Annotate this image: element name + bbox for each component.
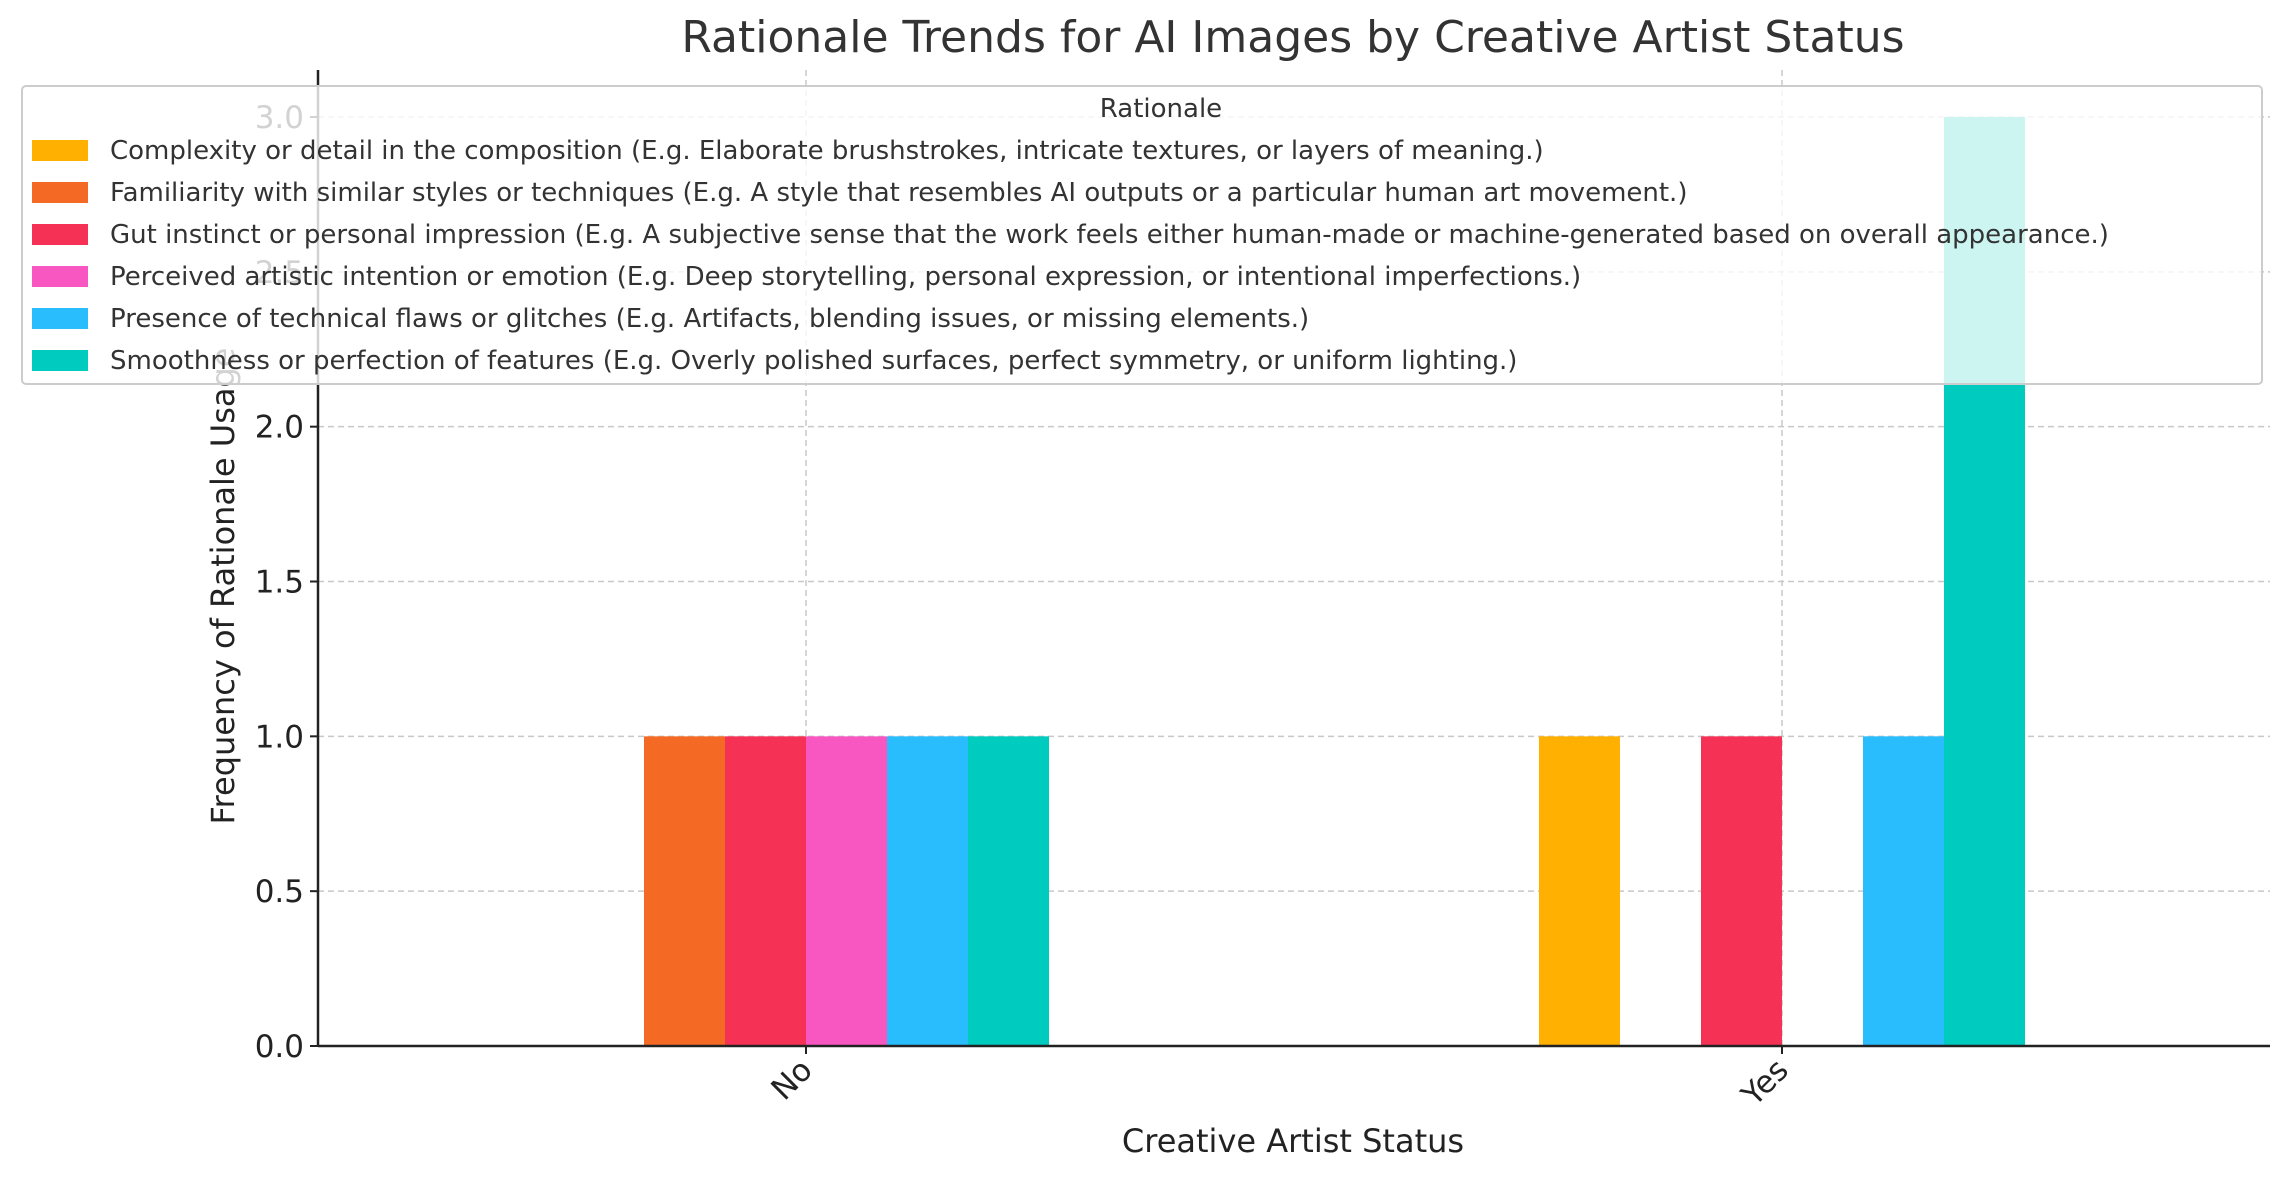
x-axis-title: Creative Artist Status [1122, 1122, 1464, 1160]
legend-label-4: Presence of technical flaws or glitches … [110, 304, 1309, 334]
legend-label-1: Familiarity with similar styles or techn… [110, 178, 1687, 208]
legend-swatch-5 [32, 350, 88, 371]
legend-swatch-0 [32, 140, 88, 161]
bar-3-0 [806, 736, 887, 1046]
bar-0-1 [1539, 736, 1620, 1046]
bar-1-0 [644, 736, 725, 1046]
legend-title: Rationale [1100, 94, 1222, 124]
legend-label-3: Perceived artistic intention or emotion … [110, 262, 1581, 292]
legend-swatch-2 [32, 224, 88, 245]
bar-4-1 [1863, 736, 1944, 1046]
x-tick-label: No [764, 1052, 819, 1107]
y-tick-label: 0.0 [255, 1029, 304, 1065]
legend-label-0: Complexity or detail in the composition … [110, 136, 1544, 166]
bar-5-0 [968, 736, 1049, 1046]
y-tick-label: 1.5 [255, 565, 304, 601]
legend-swatch-3 [32, 266, 88, 287]
bar-2-0 [725, 736, 806, 1046]
legend-label-2: Gut instinct or personal impression (E.g… [110, 220, 2109, 250]
y-axis-title: Frequency of Rationale Usage [204, 348, 242, 825]
legend-label-5: Smoothness or perfection of features (E.… [110, 346, 1517, 376]
bar-4-0 [887, 736, 968, 1046]
legend-box [21, 85, 2263, 385]
chart-title: Rationale Trends for AI Images by Creati… [681, 12, 1904, 63]
y-tick-label: 2.0 [255, 410, 304, 446]
y-tick-label: 1.0 [255, 719, 304, 755]
bar-2-1 [1701, 736, 1782, 1046]
legend: Rationale Complexity or detail in the co… [21, 85, 2263, 385]
legend-swatch-1 [32, 182, 88, 203]
y-tick-label: 0.5 [255, 874, 304, 910]
x-tick-label: Yes [1734, 1052, 1796, 1114]
legend-swatch-4 [32, 308, 88, 329]
